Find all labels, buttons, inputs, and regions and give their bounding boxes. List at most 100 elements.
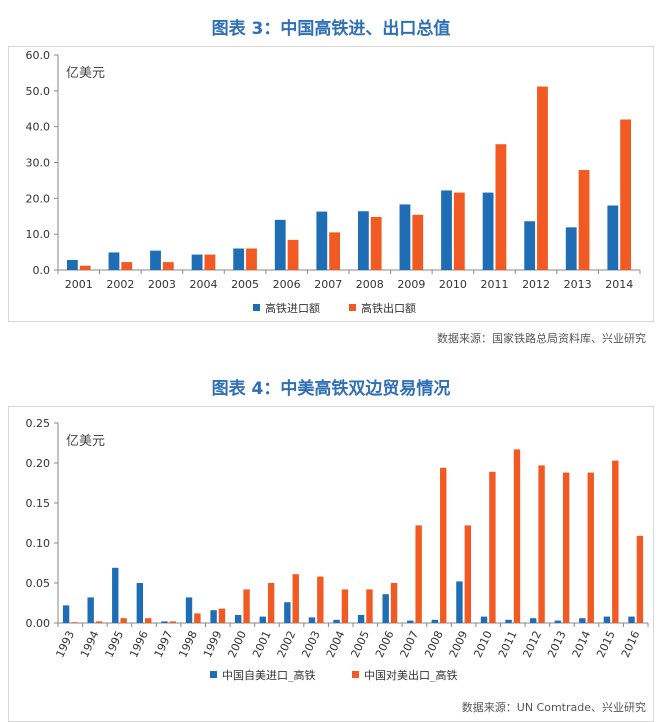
x-tick-label: 2016 xyxy=(619,629,643,660)
bar-series-a xyxy=(579,618,586,623)
bar-series-b xyxy=(390,583,398,623)
bar-series-b xyxy=(612,460,619,623)
x-tick-label: 2000 xyxy=(225,629,249,660)
x-tick-label: 2006 xyxy=(373,629,397,660)
bar-series-a xyxy=(62,605,70,623)
bar-series-b xyxy=(495,144,507,270)
x-tick-label: 2013 xyxy=(564,278,592,291)
y-tick-label: 0.10 xyxy=(26,537,51,550)
bar-series-b xyxy=(440,467,447,623)
bar-series-b xyxy=(489,471,496,623)
figure-china-us-trade: 图表 4：中美高铁双边贸易情况 0.00 0.05 0.10 0.15 0.20 0.25… xyxy=(0,360,662,722)
x-tick-label: 2004 xyxy=(190,278,218,291)
x-tick-label: 2007 xyxy=(314,278,342,291)
bar-series-b xyxy=(204,254,216,270)
chart-title: 图表 3：中国高铁进、出口总值 xyxy=(211,19,451,39)
bar-series-b xyxy=(317,576,324,623)
x-tick-label: 2010 xyxy=(439,278,467,291)
x-tick-label: 1994 xyxy=(78,629,102,660)
bar-series-a xyxy=(431,619,439,623)
bar-series-a xyxy=(66,259,78,270)
bar-series-a xyxy=(185,597,193,623)
bar-series-b xyxy=(366,589,373,623)
bar-series-a xyxy=(441,190,452,270)
x-tick-label: 2008 xyxy=(422,629,446,660)
bar-series-a xyxy=(108,252,120,270)
y-tick-label: 30.0 xyxy=(26,157,51,170)
bar-series-b xyxy=(587,472,594,623)
bar-series-b xyxy=(120,618,127,623)
x-tick-label: 2006 xyxy=(273,278,301,291)
x-tick-label: 2014 xyxy=(570,629,594,660)
x-tick-label: 2011 xyxy=(496,629,520,660)
y-tick-label: 60.0 xyxy=(26,49,51,62)
source-note: 数据来源：国家铁路总局资料库、兴业研究 xyxy=(437,332,646,345)
legend-label: 高铁进口额 xyxy=(265,301,320,315)
bar-series-b xyxy=(267,583,275,623)
bar-series-a xyxy=(407,620,414,623)
bar-series-b xyxy=(162,262,174,270)
y-tick-label: 10.0 xyxy=(26,228,51,241)
y-unit-label: 亿美元 xyxy=(66,66,105,81)
bar-series-a xyxy=(234,615,242,623)
bar-series-a xyxy=(357,211,369,270)
bar-series-a xyxy=(316,211,328,270)
chart-frame xyxy=(8,46,654,322)
bar-series-b xyxy=(287,239,299,270)
y-tick-label: 50.0 xyxy=(26,85,51,98)
y-tick-label: 0.0 xyxy=(33,264,51,277)
bar-series-b xyxy=(537,86,548,271)
y-tick-label: 40.0 xyxy=(26,121,51,134)
bar-series-b xyxy=(412,214,424,270)
y-tick-label: 0.05 xyxy=(26,577,51,590)
bar-series-b xyxy=(194,613,201,623)
bar-series-b xyxy=(121,262,133,270)
legend-label: 中国对美出口_高铁 xyxy=(364,668,458,682)
bar-series-a xyxy=(308,617,316,623)
x-tick-label: 2009 xyxy=(447,629,471,660)
x-tick-label: 2001 xyxy=(250,629,274,660)
bar-series-b xyxy=(620,119,632,270)
x-tick-label: 2005 xyxy=(231,278,259,291)
bar-series-a xyxy=(480,616,488,623)
bar-series-a xyxy=(112,567,119,623)
bar-series-a xyxy=(399,204,411,270)
bar-series-a xyxy=(210,610,217,623)
bar-series-a xyxy=(333,619,340,623)
y-unit-label: 亿美元 xyxy=(66,434,105,449)
bar-series-b xyxy=(370,216,382,270)
x-tick-label: 2014 xyxy=(605,278,633,291)
bar-series-b xyxy=(79,265,91,270)
x-tick-label: 2010 xyxy=(471,629,495,660)
bar-series-b xyxy=(246,248,257,270)
bar-series-a xyxy=(529,618,537,623)
y-tick-label: 0.25 xyxy=(26,417,51,430)
bar-series-b xyxy=(415,525,422,623)
x-tick-label: 2004 xyxy=(324,629,348,660)
bar-series-a xyxy=(274,219,286,270)
bar-series-b xyxy=(218,608,226,623)
x-tick-label: 2011 xyxy=(481,278,509,291)
x-tick-label: 1998 xyxy=(176,629,200,660)
legend-swatch xyxy=(253,304,260,311)
bar-series-b xyxy=(513,449,521,623)
source-note: 数据来源：UN Comtrade、兴业研究 xyxy=(461,701,646,714)
legend-swatch xyxy=(210,671,217,678)
x-tick-label: 1996 xyxy=(127,629,151,660)
x-tick-label: 2002 xyxy=(106,278,134,291)
legend-label: 中国自美进口_高铁 xyxy=(222,668,316,682)
bar-series-a xyxy=(161,621,168,623)
bar-series-a xyxy=(284,602,291,623)
bar-series-b xyxy=(464,525,472,623)
bar-series-a xyxy=(456,581,463,623)
x-tick-label: 2015 xyxy=(594,629,618,660)
bar-series-b xyxy=(169,621,177,623)
legend-swatch xyxy=(349,304,356,311)
bar-series-a xyxy=(603,616,611,623)
bar-series-b xyxy=(578,170,590,270)
y-tick-label: 0.20 xyxy=(26,457,51,470)
bar-series-a xyxy=(554,620,561,623)
bar-series-b xyxy=(636,535,644,623)
x-tick-label: 2013 xyxy=(545,629,569,660)
